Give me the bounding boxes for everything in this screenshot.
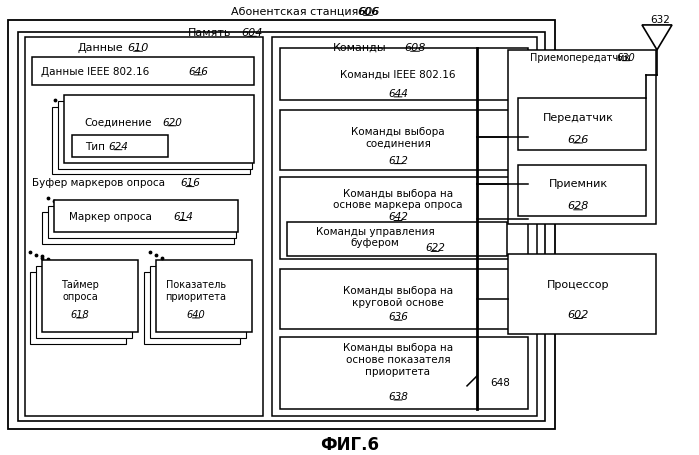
- Text: Тип: Тип: [85, 141, 105, 151]
- Text: 622: 622: [425, 243, 445, 253]
- Text: Буфер маркеров опроса: Буфер маркеров опроса: [32, 178, 165, 188]
- Text: 636: 636: [388, 311, 408, 321]
- Bar: [36, 267, 132, 338]
- Text: 644: 644: [388, 89, 408, 99]
- Text: 602: 602: [568, 309, 589, 319]
- Text: Команды IEEE 802.16: Команды IEEE 802.16: [340, 70, 456, 80]
- Text: Показатель
приоритета: Показатель приоритета: [166, 280, 226, 301]
- Text: 606: 606: [357, 7, 379, 17]
- Bar: [280, 178, 528, 260]
- Text: 626: 626: [568, 134, 589, 144]
- Text: Память: Память: [188, 28, 231, 38]
- Text: Передатчик: Передатчик: [542, 112, 614, 122]
- Text: Команды выбора на
основе маркера опроса: Команды выбора на основе маркера опроса: [333, 188, 463, 210]
- Text: 612: 612: [388, 155, 408, 165]
- Bar: [280, 270, 528, 329]
- Bar: [518, 165, 646, 217]
- Text: 604: 604: [241, 28, 263, 38]
- Text: Процессор: Процессор: [547, 279, 610, 289]
- Bar: [508, 51, 656, 225]
- Bar: [144, 273, 240, 344]
- Bar: [272, 38, 537, 416]
- Text: 632: 632: [650, 15, 670, 25]
- Bar: [32, 58, 254, 86]
- Text: Команды выбора
соединения: Команды выбора соединения: [351, 126, 445, 148]
- Text: 624: 624: [108, 141, 128, 151]
- Text: 614: 614: [173, 212, 193, 222]
- Text: Абонентская станция: Абонентская станция: [231, 7, 359, 17]
- Text: 610: 610: [127, 43, 149, 53]
- Text: Приемопередатчик: Приемопередатчик: [530, 53, 630, 63]
- Bar: [508, 255, 656, 334]
- Text: 638: 638: [388, 391, 408, 401]
- Text: 642: 642: [388, 212, 408, 222]
- Bar: [52, 107, 250, 175]
- Bar: [25, 38, 263, 416]
- Text: 606: 606: [358, 7, 380, 17]
- Bar: [8, 21, 555, 429]
- Text: 620: 620: [162, 117, 182, 127]
- Text: 616: 616: [180, 178, 200, 188]
- Bar: [48, 207, 236, 239]
- Bar: [280, 337, 528, 409]
- Text: Соединение: Соединение: [85, 117, 152, 127]
- Text: 640: 640: [187, 309, 206, 319]
- Bar: [54, 201, 238, 233]
- Text: 646: 646: [188, 66, 208, 76]
- Text: 630: 630: [617, 53, 635, 63]
- Text: Данные: Данные: [77, 43, 123, 53]
- Bar: [287, 223, 507, 257]
- Text: 608: 608: [404, 43, 426, 53]
- Bar: [156, 261, 252, 332]
- Text: Команды выбора на
основе показателя
приоритета: Команды выбора на основе показателя прио…: [343, 343, 453, 376]
- Text: 648: 648: [490, 377, 510, 387]
- Bar: [30, 273, 126, 344]
- Bar: [72, 135, 168, 157]
- Text: Маркер опроса: Маркер опроса: [69, 212, 152, 222]
- Text: 618: 618: [71, 309, 89, 319]
- Bar: [42, 213, 234, 245]
- Bar: [280, 49, 528, 101]
- Text: 628: 628: [568, 201, 589, 211]
- Text: Команды выбора на
круговой основе: Команды выбора на круговой основе: [343, 286, 453, 307]
- Bar: [518, 98, 646, 150]
- Bar: [18, 33, 545, 421]
- Text: Команды управления
буфером: Команды управления буфером: [316, 226, 434, 248]
- Text: ФИГ.6: ФИГ.6: [321, 435, 380, 453]
- Text: Команды: Команды: [333, 43, 387, 53]
- Bar: [42, 261, 138, 332]
- Text: Таймер
опроса: Таймер опроса: [61, 280, 99, 301]
- Bar: [280, 111, 528, 170]
- Text: Приемник: Приемник: [549, 179, 607, 189]
- Bar: [150, 267, 246, 338]
- Bar: [58, 101, 252, 169]
- Text: Данные IEEE 802.16: Данные IEEE 802.16: [41, 66, 149, 76]
- Bar: [64, 96, 254, 163]
